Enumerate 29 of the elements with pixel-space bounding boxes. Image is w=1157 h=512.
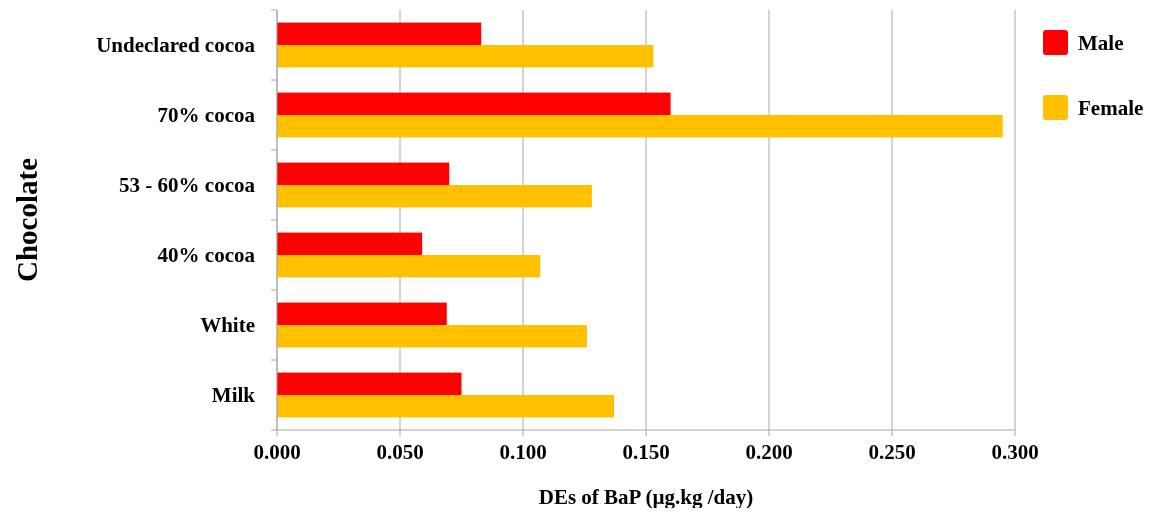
bar [277,325,587,348]
y-axis-title: Chocolate [11,157,43,283]
bar [277,22,482,45]
legend-label: Female [1078,96,1144,120]
bar [277,255,541,278]
y-tick-label: Milk [211,383,256,407]
x-tick-label: 0.000 [253,440,301,464]
bar [277,395,615,418]
x-tick-label: 0.250 [868,440,916,464]
y-tick-label: White [200,313,255,337]
y-tick-label: 70% cocoa [157,103,256,127]
bar [277,372,462,395]
legend-label: Male [1078,31,1124,55]
bar [277,92,671,115]
bar [277,162,450,185]
x-tick-label: 0.100 [499,440,547,464]
x-tick-label: 0.150 [622,440,670,464]
x-axis-title: DEs of BaP (µg.kg /day) [538,485,754,509]
bar [277,185,592,208]
bar [277,45,654,68]
y-tick-label: 40% cocoa [157,243,256,267]
bar [277,302,447,325]
bar [277,232,423,255]
y-tick-label: 53 - 60% cocoa [119,173,256,197]
y-tick-label: Undeclared cocoa [96,33,256,57]
x-tick-label: 0.200 [745,440,793,464]
bar [277,115,1003,138]
x-tick-label: 0.050 [376,440,424,464]
x-tick-label: 0.300 [991,440,1039,464]
